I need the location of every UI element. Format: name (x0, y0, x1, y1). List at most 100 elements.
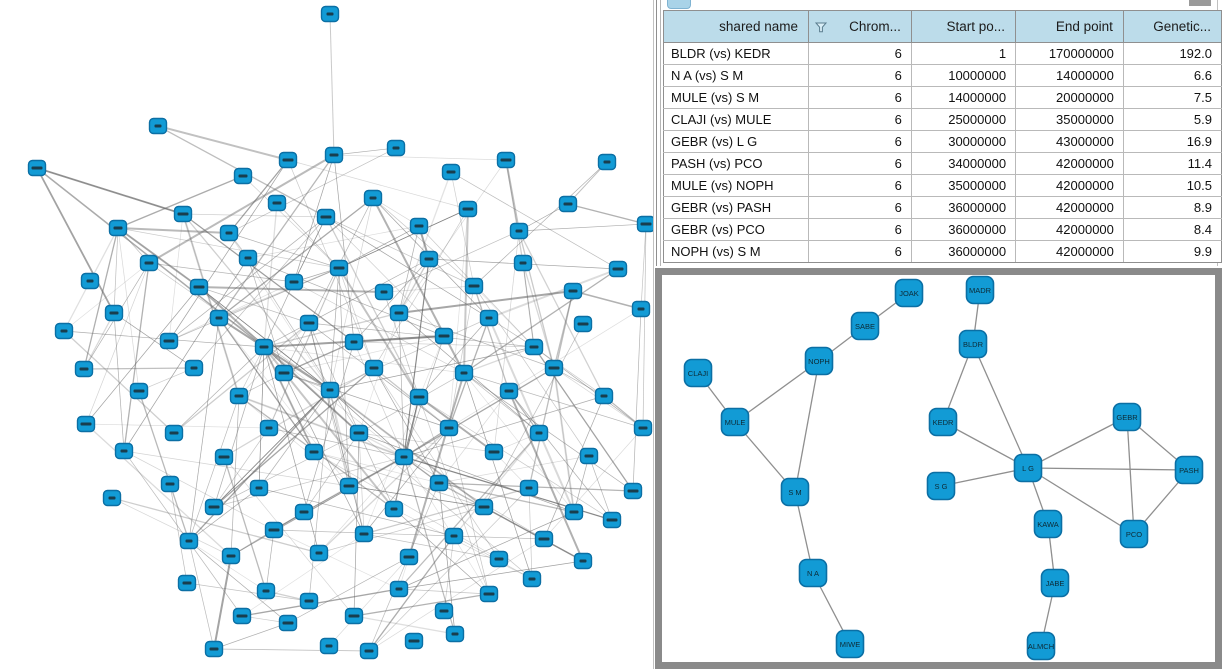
hairball-node[interactable] (363, 189, 383, 207)
hairball-node[interactable] (458, 200, 478, 218)
table-cell[interactable]: 192.0 (1122, 42, 1222, 65)
subnetwork-edge[interactable] (1126, 416, 1135, 535)
table-cell[interactable]: 10000000 (910, 64, 1017, 87)
subnetwork-edge[interactable] (1027, 416, 1128, 469)
hairball-node[interactable] (513, 254, 533, 272)
hairball-node[interactable] (434, 327, 454, 345)
table-cell[interactable]: 1 (910, 42, 1017, 65)
table-cell[interactable]: 43000000 (1015, 130, 1124, 153)
table-cell[interactable]: 25000000 (910, 108, 1017, 131)
column-header-end-point[interactable]: End point (1015, 10, 1124, 43)
table-cell[interactable]: 11.4 (1122, 152, 1222, 175)
table-cell[interactable]: 42000000 (1015, 174, 1124, 197)
hairball-node[interactable] (233, 167, 253, 185)
hairball-node[interactable] (108, 219, 128, 237)
table-cell[interactable]: 36000000 (910, 196, 1017, 219)
hairball-node[interactable] (173, 205, 193, 223)
table-cell[interactable]: 35000000 (910, 174, 1017, 197)
table-cell[interactable]: 30000000 (910, 130, 1017, 153)
hairball-node[interactable] (454, 364, 474, 382)
table-cell[interactable]: 6 (807, 174, 912, 197)
table-cell[interactable]: 6 (807, 64, 912, 87)
table-cell[interactable]: GEBR (vs) PCO (663, 218, 809, 241)
hairball-node[interactable] (496, 151, 516, 169)
hairball-node[interactable] (509, 222, 529, 240)
table-row[interactable]: MULE (vs) NOPH 6 35000000 42000000 10.5 (663, 174, 1222, 197)
table-cell[interactable]: 9.9 (1122, 240, 1222, 263)
table-cell[interactable]: 42000000 (1015, 240, 1124, 263)
column-header-chrom-[interactable]: Chrom... (807, 10, 912, 43)
subnetwork-canvas[interactable]: JOAK MADR SABE NOPH BLDR CLAJI MULE KEDR GEBR L G… (662, 275, 1215, 662)
hairball-node[interactable] (633, 419, 653, 437)
hairball-node[interactable] (558, 195, 578, 213)
table-cell[interactable]: 42000000 (1015, 196, 1124, 219)
hairball-node[interactable] (278, 151, 298, 169)
hairball-node[interactable] (264, 521, 284, 539)
hairball-node[interactable] (474, 498, 494, 516)
subnetwork-node-S-M[interactable]: S M (780, 477, 810, 507)
table-cell[interactable]: MULE (vs) NOPH (663, 174, 809, 197)
hairball-node[interactable] (573, 315, 593, 333)
table-row[interactable]: BLDR (vs) KEDR 6 1 170000000 192.0 (663, 42, 1222, 65)
hairball-node[interactable] (479, 309, 499, 327)
table-cell[interactable]: 35000000 (1015, 108, 1124, 131)
subnetwork-node-S-G[interactable]: S G (926, 471, 956, 501)
hairball-node[interactable] (489, 550, 509, 568)
table-cell[interactable]: 170000000 (1015, 42, 1124, 65)
subnetwork-node-JOAK[interactable]: JOAK (894, 278, 924, 308)
hairball-node[interactable] (608, 260, 628, 278)
hairball-node[interactable] (294, 503, 314, 521)
subnetwork-viewport[interactable]: JOAK MADR SABE NOPH BLDR CLAJI MULE KEDR GEBR L G… (662, 275, 1215, 662)
hairball-node[interactable] (409, 388, 429, 406)
subnetwork-node-N-A[interactable]: N A (798, 558, 828, 588)
hairball-node[interactable] (299, 314, 319, 332)
table-cell[interactable]: 6 (807, 130, 912, 153)
table-row[interactable]: MULE (vs) S M 6 14000000 20000000 7.5 (663, 86, 1222, 109)
table-cell[interactable]: 7.5 (1122, 86, 1222, 109)
hairball-node[interactable] (434, 602, 454, 620)
hairball-node[interactable] (80, 272, 100, 290)
subnetwork-node-PASH[interactable]: PASH (1174, 455, 1204, 485)
table-row[interactable]: N A (vs) S M 6 10000000 14000000 6.6 (663, 64, 1222, 87)
hairball-node[interactable] (623, 482, 643, 500)
table-cell[interactable]: 6.6 (1122, 64, 1222, 87)
table-cell[interactable]: CLAJI (vs) MULE (663, 108, 809, 131)
subnetwork-edge[interactable] (794, 360, 820, 493)
hairball-node[interactable] (344, 333, 364, 351)
hairball-node[interactable] (104, 304, 124, 322)
hairball-node[interactable] (374, 283, 394, 301)
table-cell[interactable]: 8.4 (1122, 218, 1222, 241)
table-row[interactable]: GEBR (vs) PCO 6 36000000 42000000 8.4 (663, 218, 1222, 241)
subnetwork-node-PCO[interactable]: PCO (1119, 519, 1149, 549)
hairball-node[interactable] (54, 322, 74, 340)
hairball-node[interactable] (441, 163, 461, 181)
hairball-node[interactable] (102, 489, 122, 507)
hairball-node[interactable] (256, 582, 276, 600)
table-row[interactable]: CLAJI (vs) MULE 6 25000000 35000000 5.9 (663, 108, 1222, 131)
hairball-node[interactable] (529, 424, 549, 442)
hairball-node[interactable] (329, 259, 349, 277)
subnetwork-node-CLAJI[interactable]: CLAJI (683, 358, 713, 388)
hairball-node[interactable] (204, 640, 224, 658)
hairball-node[interactable] (354, 525, 374, 543)
hairball-node[interactable] (339, 477, 359, 495)
hairball-node[interactable] (76, 415, 96, 433)
hairball-node[interactable] (319, 637, 339, 655)
table-cell[interactable]: 6 (807, 218, 912, 241)
subnetwork-node-BLDR[interactable]: BLDR (958, 329, 988, 359)
subnetwork-node-MADR[interactable]: MADR (965, 275, 995, 305)
dense-network-panel[interactable] (0, 0, 653, 669)
subnetwork-node-L-G[interactable]: L G (1013, 453, 1043, 483)
table-cell[interactable]: 36000000 (910, 240, 1017, 263)
table-cell[interactable]: 42000000 (1015, 152, 1124, 175)
scrollbar-fragment[interactable] (1189, 0, 1211, 6)
table-cell[interactable]: 16.9 (1122, 130, 1222, 153)
subnetwork-node-NOPH[interactable]: NOPH (804, 346, 834, 376)
hairball-node[interactable] (524, 338, 544, 356)
hairball-node[interactable] (499, 382, 519, 400)
table-cell[interactable]: 14000000 (1015, 64, 1124, 87)
hairball-node[interactable] (238, 249, 258, 267)
hairball-node[interactable] (209, 309, 229, 327)
hairball-node[interactable] (386, 139, 406, 157)
hairball-node[interactable] (394, 448, 414, 466)
